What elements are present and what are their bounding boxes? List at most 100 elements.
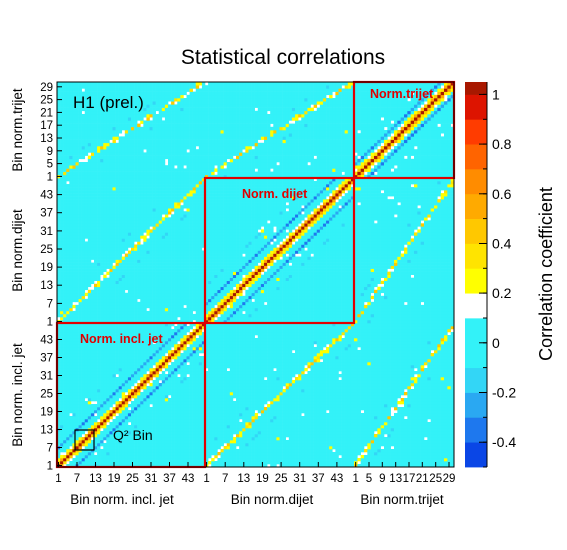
heatmap-cell (214, 446, 218, 450)
heatmap-cell (291, 440, 296, 444)
heatmap-cell (273, 431, 277, 435)
heatmap-cell (168, 422, 172, 426)
heatmap-cell (387, 416, 391, 420)
heatmap-cell (127, 365, 132, 369)
heatmap-cell (245, 404, 249, 408)
heatmap-cell (450, 464, 455, 468)
heatmap-cell (226, 416, 231, 420)
heatmap-cell (174, 428, 178, 432)
heatmap-cell (78, 380, 82, 384)
heatmap-cell (121, 461, 126, 465)
heatmap-cell (380, 455, 385, 459)
heatmap-cell (338, 410, 342, 414)
heatmap-cell (301, 443, 305, 447)
heatmap-cell (397, 431, 401, 435)
heatmap-cell (168, 377, 172, 381)
heatmap-cell (350, 443, 355, 447)
heatmap-cell (115, 461, 119, 465)
heatmap-cell (103, 377, 107, 381)
heatmap-cell (329, 440, 333, 444)
heatmap-cell (143, 326, 147, 330)
heatmap-cell (186, 383, 190, 387)
heatmap-cell (195, 455, 200, 459)
heatmap-cell (239, 428, 243, 432)
heatmap-cell (291, 332, 296, 336)
heatmap-cell (69, 401, 73, 405)
heatmap-cell (115, 395, 119, 399)
heatmap-cell (69, 431, 73, 435)
heatmap-cell (143, 434, 147, 438)
heatmap-cell (174, 410, 178, 414)
heatmap-cell (239, 464, 243, 468)
heatmap-cell (214, 404, 218, 408)
heatmap-cell (301, 335, 305, 339)
heatmap-cell (217, 362, 221, 366)
heatmap-cell (254, 338, 259, 342)
heatmap-cell (177, 449, 181, 453)
heatmap-cell (100, 437, 104, 441)
heatmap-cell (335, 446, 339, 450)
heatmap-cell (444, 425, 448, 429)
heatmap-cell (201, 434, 206, 438)
heatmap-cell (307, 341, 311, 345)
heatmap-cell (329, 458, 333, 462)
heatmap-cell (257, 383, 262, 387)
heatmap-cell (298, 431, 302, 435)
heatmap-cell (263, 416, 268, 420)
heatmap-cell (63, 332, 67, 336)
heatmap-cell (137, 350, 141, 354)
heatmap-cell (66, 329, 70, 333)
heatmap-cell (254, 368, 259, 372)
heatmap-cell (94, 359, 98, 363)
heatmap-cell (161, 422, 166, 426)
heatmap-cell (220, 407, 224, 411)
heatmap-cell (407, 455, 411, 459)
heatmap-cell (208, 443, 212, 447)
heatmap-cell (367, 455, 371, 459)
heatmap-cell (223, 356, 228, 360)
heatmap-cell (127, 377, 132, 381)
heatmap-cell (174, 338, 178, 342)
heatmap-cell (146, 374, 150, 378)
heatmap-cell (226, 422, 231, 426)
heatmap-cell (75, 371, 79, 375)
heatmap-cell (257, 431, 262, 435)
heatmap-cell (155, 431, 160, 435)
heatmap-cell (211, 395, 215, 399)
heatmap-cell (90, 341, 95, 345)
heatmap-cell (285, 407, 290, 411)
heatmap-cell (291, 428, 296, 432)
heatmap-cell (161, 356, 166, 360)
heatmap-cell (427, 449, 431, 453)
heatmap-cell (174, 395, 178, 399)
heatmap-cell (109, 341, 113, 345)
heatmap-cell (140, 413, 144, 417)
heatmap-cell (307, 335, 311, 339)
heatmap-cell (332, 416, 336, 420)
heatmap-cell (447, 434, 451, 438)
heatmap-cell (427, 428, 431, 432)
heatmap-cell (97, 338, 101, 342)
heatmap-cell (127, 425, 132, 429)
heatmap-cell (310, 329, 314, 333)
heatmap-cell (444, 443, 448, 447)
heatmap-cell (94, 431, 98, 435)
heatmap-cell (205, 329, 209, 333)
heatmap-cell (84, 458, 89, 462)
heatmap-cell (397, 425, 401, 429)
heatmap-cell (72, 452, 76, 456)
heatmap-cell (226, 365, 231, 369)
heatmap-cell (338, 359, 342, 363)
heatmap-cell (69, 332, 73, 336)
heatmap-cell (69, 365, 73, 369)
heatmap-cell (332, 332, 336, 336)
heatmap-cell (332, 464, 336, 468)
heatmap-cell (239, 440, 243, 444)
heatmap-cell (319, 383, 324, 387)
heatmap-cell (174, 455, 178, 459)
heatmap-cell (174, 446, 178, 450)
heatmap-cell (60, 341, 64, 345)
heatmap-cell (146, 425, 150, 429)
heatmap-cell (254, 428, 259, 432)
heatmap-cell (171, 425, 175, 429)
